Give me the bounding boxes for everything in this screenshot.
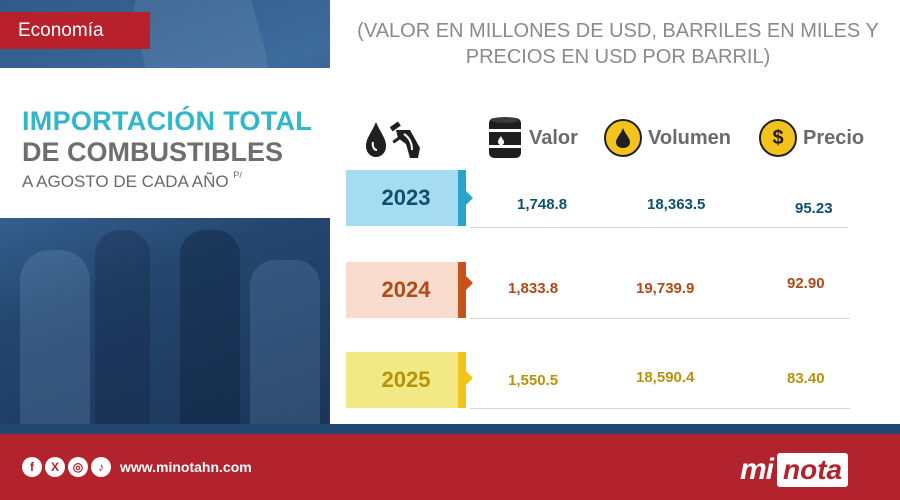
instagram-icon[interactable]: ◎ <box>68 457 88 477</box>
footer-divider-bar <box>0 424 900 434</box>
year-arrow-2025 <box>466 371 473 385</box>
minota-logo[interactable]: mi nota <box>740 452 849 488</box>
fuel-nozzle-silhouette <box>95 230 150 430</box>
year-box-2024: 2024 <box>346 262 466 318</box>
x-icon[interactable]: X <box>45 457 65 477</box>
valor-2023: 1,748.8 <box>517 196 568 213</box>
fuel-nozzle-silhouette <box>180 230 240 430</box>
year-tab-2024 <box>458 262 466 318</box>
fuel-nozzle-silhouette <box>20 250 90 430</box>
year-tab-2023 <box>458 170 466 226</box>
website-link[interactable]: www.minotahn.com <box>120 459 252 475</box>
volumen-2024: 19,739.9 <box>636 280 695 297</box>
tiktok-icon[interactable]: ♪ <box>91 457 111 477</box>
column-header-volumen: Volumen <box>604 113 731 163</box>
volumen-2023: 18,363.5 <box>647 196 706 213</box>
column-label-precio: Precio <box>803 126 865 149</box>
row-divider <box>470 408 850 409</box>
fuel-nozzle-icon <box>362 108 426 171</box>
year-box-2023: 2023 <box>346 170 466 226</box>
oil-drop-icon <box>604 119 642 157</box>
title-line-3: A AGOSTO DE CADA AÑO P/ <box>22 170 242 192</box>
column-header-valor: Valor <box>487 113 578 163</box>
fuel-nozzle-silhouette <box>250 260 320 430</box>
title-card <box>0 68 330 218</box>
title-subtitle: A AGOSTO DE CADA AÑO <box>22 172 229 191</box>
title-line-1: IMPORTACIÓN TOTAL <box>22 106 313 136</box>
volumen-2025: 18,590.4 <box>636 369 695 386</box>
units-note: (VALOR EN MILLONES DE USD, BARRILES EN M… <box>357 20 879 68</box>
year-arrow-2023 <box>466 191 473 205</box>
valor-2025: 1,550.5 <box>508 372 559 389</box>
logo-mi: mi <box>740 453 774 486</box>
row-divider <box>470 318 850 319</box>
facebook-icon[interactable]: f <box>22 457 42 477</box>
social-icons: f X ◎ ♪ <box>22 457 111 477</box>
row-divider <box>470 227 848 228</box>
column-header-precio: $ Precio <box>759 113 864 163</box>
year-box-2025: 2025 <box>346 352 466 408</box>
precio-2025: 83.40 <box>787 370 825 387</box>
section-tag: Economía <box>0 12 150 49</box>
logo-nota: nota <box>777 453 849 487</box>
title-line-2: DE COMBUSTIBLES <box>22 137 284 167</box>
oil-barrel-icon <box>489 117 521 158</box>
precio-2024: 92.90 <box>787 275 825 292</box>
column-label-valor: Valor <box>529 126 578 149</box>
precio-2023: 95.23 <box>795 200 833 217</box>
dollar-coin-icon: $ <box>759 119 797 157</box>
year-arrow-2024 <box>466 276 473 290</box>
footer <box>0 434 900 500</box>
column-label-volumen: Volumen <box>648 126 731 149</box>
year-tab-2025 <box>458 352 466 408</box>
valor-2024: 1,833.8 <box>508 280 559 297</box>
preliminary-note: P/ <box>233 170 242 180</box>
